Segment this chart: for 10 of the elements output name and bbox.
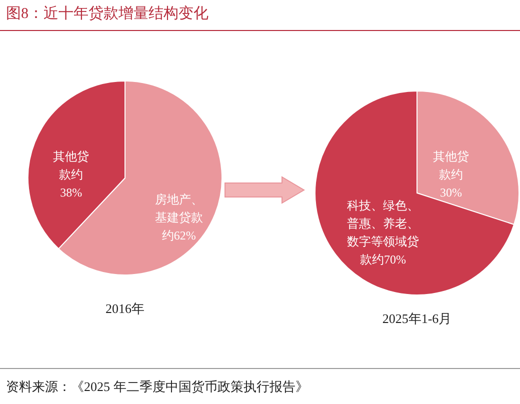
text: 2025年1-6月 [382,311,452,326]
slice-label: 其他贷款约 [432,149,469,182]
text: 2016年 [106,301,144,316]
slice-label: 房地产、基建贷款约62% [154,192,203,242]
slice-label: 其他贷款约 [53,150,90,182]
data-label: 38% [60,186,82,200]
text: 资料来源：《2025 年二季度中国货币政策执行报告》 [6,378,308,396]
caption: 图8：近十年贷款增量结构变化 [6,4,208,23]
data-label: 30% [440,185,462,200]
slice-label: 科技、绿色、普惠、养老、数字等领域贷款约70% [347,198,420,267]
